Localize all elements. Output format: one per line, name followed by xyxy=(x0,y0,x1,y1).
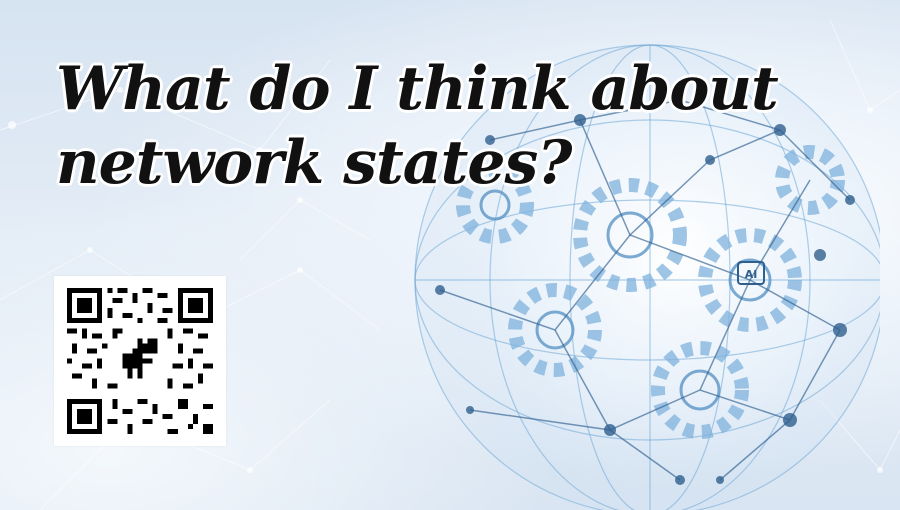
qr-code-card[interactable] xyxy=(54,276,226,446)
ai-chip-icon: AI xyxy=(737,261,765,285)
qr-code-icon[interactable] xyxy=(66,288,214,434)
headline: What do I think about network states? xyxy=(56,52,816,200)
svg-text:AI: AI xyxy=(745,268,758,281)
headline-line-2: network states? xyxy=(56,128,572,198)
gear-network-globe-icon: AI xyxy=(414,44,880,510)
dinosaur-icon xyxy=(117,333,163,389)
headline-line-1: What do I think about xyxy=(56,54,779,124)
